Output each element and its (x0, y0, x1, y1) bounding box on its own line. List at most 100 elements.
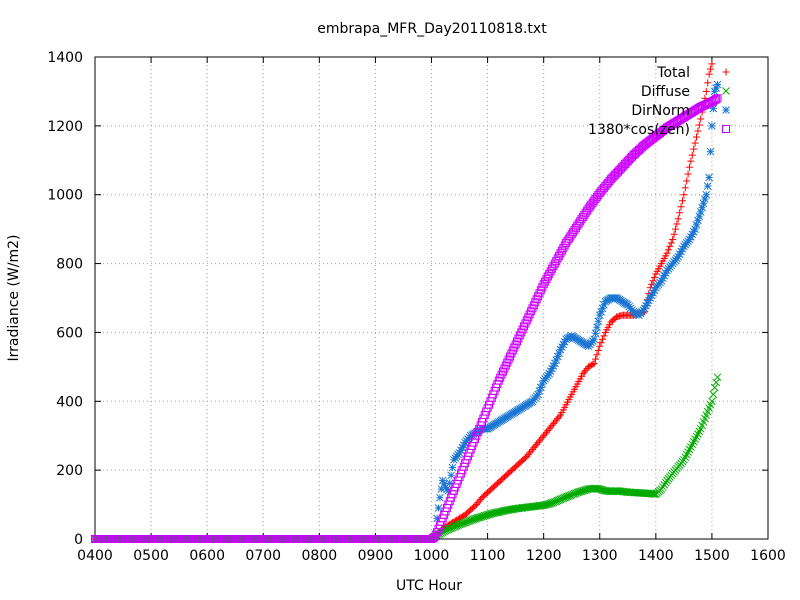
point-diffuse-interp (465, 517, 474, 525)
point-diffuse-interp (469, 515, 478, 524)
point-total-interp (707, 65, 715, 73)
x-tick-label: 0600 (189, 548, 225, 564)
point-dirnorm-interp (703, 182, 712, 190)
point-diffuse-interp (560, 493, 569, 502)
point-total-interp (676, 209, 684, 217)
point-total-interp (681, 184, 689, 192)
point-dirnorm-interp (448, 463, 457, 472)
point-dirnorm (708, 122, 716, 130)
legend-marker-total (722, 68, 730, 76)
point-diffuse-interp (459, 519, 468, 527)
point-diffuse-interp (464, 517, 472, 526)
point-diffuse-interp (597, 485, 606, 494)
point-diffuse (455, 520, 464, 529)
x-axis-title: UTC Hour (396, 578, 462, 594)
point-diffuse-interp (661, 478, 670, 487)
point-total-interp (597, 339, 605, 347)
point-1380-cos-zen-interp (546, 267, 555, 276)
point-1380-cos-zen-interp (583, 206, 592, 215)
x-tick-label: 0700 (245, 548, 281, 564)
point-dirnorm (590, 335, 598, 344)
point-diffuse (478, 512, 486, 521)
point-dirnorm (705, 173, 713, 182)
point-1380-cos-zen-interp (570, 226, 579, 235)
point-diffuse (466, 516, 475, 525)
point-1380-cos-zen (539, 280, 548, 289)
point-diffuse (472, 514, 481, 523)
point-dirnorm (713, 80, 722, 89)
point-total (680, 191, 688, 199)
y-tick-label: 1200 (47, 119, 83, 135)
point-1380-cos-zen-interp (574, 219, 583, 228)
point-1380-cos-zen-interp (564, 234, 573, 243)
y-tick-label: 1400 (47, 50, 83, 66)
point-total-interp (594, 347, 602, 355)
point-diffuse-interp (660, 480, 669, 489)
point-1380-cos-zen-interp (553, 254, 562, 263)
point-total-interp (692, 133, 700, 141)
point-diffuse (713, 373, 722, 382)
point-1380-cos-zen-interp (569, 228, 578, 237)
point-1380-cos-zen-interp (563, 236, 572, 245)
point-dirnorm (436, 493, 444, 502)
point-diffuse-interp (650, 490, 659, 498)
point-1380-cos-zen-interp (541, 277, 550, 286)
point-dirnorm-interp (591, 329, 600, 338)
x-tick-label: 1300 (582, 548, 618, 564)
point-total-interp (592, 355, 600, 363)
x-tick-label: 1500 (694, 548, 730, 564)
point-diffuse-interp (454, 521, 462, 529)
legend-marker-dirnorm (722, 106, 730, 114)
legend-marker-1380-cos-zen (722, 125, 730, 133)
point-total-interp (694, 127, 702, 135)
point-diffuse-interp (542, 500, 551, 509)
point-1380-cos-zen-interp (431, 530, 440, 539)
point-total-interp (667, 239, 675, 247)
point-dirnorm-interp (593, 323, 601, 332)
point-diffuse-interp (549, 498, 558, 507)
point-diffuse-interp (563, 492, 572, 501)
point-1380-cos-zen-interp (567, 230, 576, 239)
legend-label-dirnorm: DirNorm (631, 103, 690, 119)
point-total-interp (664, 246, 672, 254)
point-1380-cos-zen-interp (548, 264, 557, 273)
point-diffuse-interp (457, 520, 465, 528)
legend: Total Diffuse DirNorm 1380*cos(zen) (588, 65, 730, 138)
point-1380-cos-zen-interp (543, 272, 552, 281)
point-1380-cos-zen-interp (542, 275, 551, 284)
point-diffuse-interp (658, 483, 667, 491)
point-1380-cos-zen-interp (578, 213, 587, 222)
x-tick-label: 0900 (358, 548, 394, 564)
point-diffuse (545, 500, 554, 508)
y-tick-label: 1000 (47, 188, 83, 204)
point-total (674, 215, 682, 223)
point-1380-cos-zen-interp (555, 251, 564, 260)
legend-label-diffuse: Diffuse (641, 84, 690, 100)
point-total-interp (666, 242, 674, 250)
point-total-interp (678, 197, 686, 205)
point-total (669, 235, 677, 243)
point-1380-cos-zen-interp (559, 244, 568, 253)
point-1380-cos-zen-interp (549, 262, 558, 271)
point-total (705, 70, 713, 78)
point-total-interp (670, 230, 678, 238)
point-total (691, 139, 699, 147)
x-tick-label: 0800 (302, 548, 338, 564)
point-1380-cos-zen-interp (571, 223, 580, 232)
series-1380-cos-zen (91, 94, 722, 543)
point-dirnorm-interp (692, 220, 701, 229)
point-dirnorm-interp (594, 317, 603, 326)
x-tick-label: 1000 (414, 548, 450, 564)
point-diffuse-interp (480, 511, 489, 520)
point-diffuse-interp (471, 515, 479, 523)
point-diffuse-interp (458, 519, 467, 528)
point-1380-cos-zen-interp (566, 232, 575, 241)
point-1380-cos-zen (427, 535, 436, 543)
grid (95, 57, 768, 539)
point-total (697, 115, 705, 123)
point-diffuse-interp (709, 390, 718, 399)
point-1380-cos-zen-interp (556, 249, 565, 258)
point-total (663, 249, 671, 257)
point-diffuse-interp (473, 514, 482, 522)
y-tick-label: 200 (56, 463, 83, 479)
